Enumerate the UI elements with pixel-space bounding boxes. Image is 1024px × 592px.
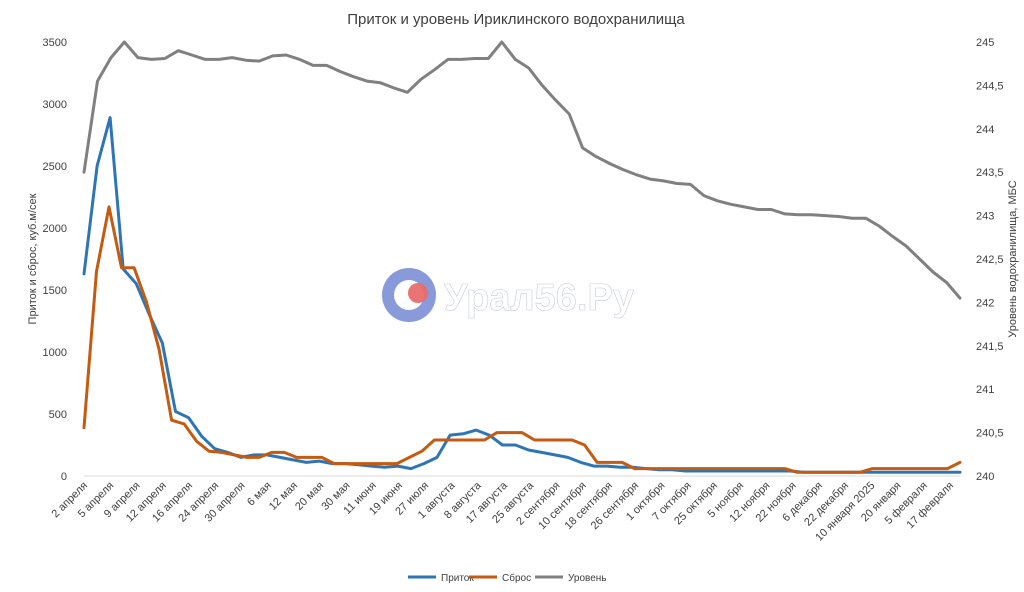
watermark: Урал56.Ру	[382, 268, 634, 322]
left-y-tick-label: 3000	[43, 99, 67, 111]
x-tick-label: 12 мая	[267, 480, 300, 513]
right-y-axis-ticks: 240 240,5 241 241,5 242 242,5 243 243,5 244 244,5…	[976, 37, 1004, 483]
left-y-tick-label: 2000	[43, 223, 67, 235]
right-y-tick-label: 245	[976, 37, 994, 49]
left-y-tick-label: 3500	[43, 37, 67, 49]
chart-title: Приток и уровень Ириклинского водохранил…	[347, 11, 685, 28]
x-tick-label: 20 мая	[293, 480, 326, 513]
right-y-tick-label: 240	[976, 471, 994, 483]
right-y-tick-label: 244,5	[976, 80, 1004, 92]
right-y-tick-label: 242,5	[976, 254, 1004, 266]
right-y-tick-label: 240,5	[976, 428, 1004, 440]
right-y-tick-label: 243,5	[976, 167, 1004, 179]
series-line-3	[82, 40, 962, 300]
left-y-axis-ticks: 0 500 1000 1500 2000 2500 3000 3500	[43, 37, 67, 483]
right-y-tick-label: 241	[976, 384, 994, 396]
left-y-tick-label: 1000	[43, 347, 67, 359]
left-y-tick-label: 2500	[43, 161, 67, 173]
series-lines	[82, 40, 962, 474]
legend-label: Сброс	[502, 572, 531, 584]
left-y-tick-label: 0	[61, 471, 67, 483]
left-y-axis-title: Приток и сброс, куб.м/сек	[27, 193, 39, 324]
right-y-tick-label: 242	[976, 297, 994, 309]
left-y-tick-label: 500	[49, 409, 67, 421]
watermark-text: Урал56.Ру	[444, 277, 634, 319]
series-line-2	[82, 205, 962, 474]
legend: Приток Сброс Уровень	[408, 572, 607, 584]
right-y-tick-label: 244	[976, 124, 994, 136]
right-y-tick-label: 243	[976, 211, 994, 223]
legend-label: Уровень	[568, 573, 607, 584]
right-y-tick-label: 241,5	[976, 341, 1004, 353]
watermark-logo-dot-icon	[408, 283, 428, 303]
right-y-axis-title: Уровень водохранилища, МБС	[1007, 180, 1019, 337]
legend-label: Приток	[441, 573, 474, 584]
left-y-tick-label: 1500	[43, 285, 67, 297]
